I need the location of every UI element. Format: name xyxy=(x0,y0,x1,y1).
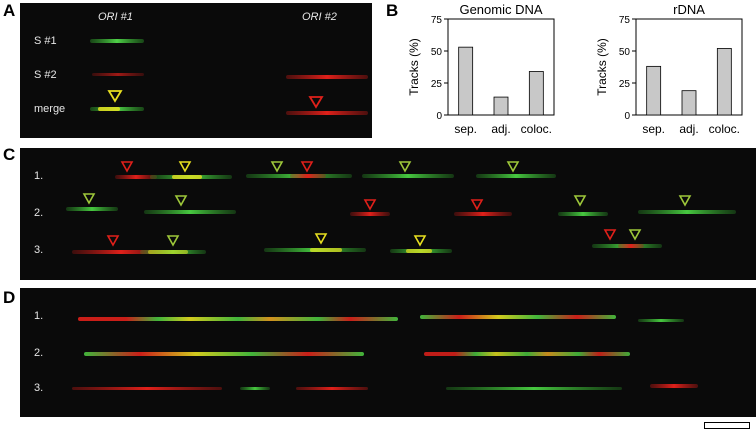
chart-title-0: Genomic DNA xyxy=(459,2,542,17)
ori1-label: ORI #1 xyxy=(98,11,133,23)
row-label-merge: merge xyxy=(34,103,66,115)
ylabel-1: Tracks (%) xyxy=(595,38,609,96)
triangle-red-a xyxy=(308,96,324,109)
bar-0-2 xyxy=(528,71,544,116)
panel-d-tracks xyxy=(72,315,698,390)
panel-label-d: D xyxy=(3,288,16,307)
bar-1-1 xyxy=(681,90,697,116)
xtick-label-1-2: coloc. xyxy=(709,122,740,136)
panel-label-c: C xyxy=(3,145,16,164)
panel-a-tracks xyxy=(90,39,368,115)
panel-d-micrograph: 1. 2. 3. xyxy=(20,288,756,417)
xtick-label-0-2: coloc. xyxy=(521,122,552,136)
track-s1-ori1 xyxy=(90,39,144,43)
ori2-label: ORI #2 xyxy=(302,11,337,23)
panel-b-charts: Genomic DNA 0 25 50 75 Tracks (%) sep. adj. colo… xyxy=(407,2,743,136)
panel-a-micrograph: ORI #1 ORI #2 S #1 S #2 merge xyxy=(20,3,372,138)
panel-label-b: B xyxy=(386,1,399,20)
d-row-label-2: 2. xyxy=(34,347,44,359)
panel-c-micrograph: 1. 2. 3. xyxy=(20,148,756,280)
ytick-label-0-1: 25 xyxy=(431,79,443,90)
track-merge-ori1-yellow xyxy=(98,107,120,111)
xtick-label-1-1: adj. xyxy=(679,122,698,136)
xtick-label-1-0: sep. xyxy=(642,122,665,136)
ytick-label-1-3: 75 xyxy=(619,15,631,26)
ytick-label-1-2: 50 xyxy=(619,47,631,58)
c-row-label-2: 2. xyxy=(34,207,44,219)
xtick-label-0-0: sep. xyxy=(454,122,477,136)
bar-0-0 xyxy=(458,46,474,116)
bar-1-0 xyxy=(646,65,662,116)
track-s2-ori1 xyxy=(92,73,144,76)
bar-1-2 xyxy=(716,48,732,116)
xtick-label-0-1: adj. xyxy=(491,122,510,136)
c-row-label-3: 3. xyxy=(34,244,44,256)
ytick-label-0-0: 0 xyxy=(436,111,442,122)
ytick-label-1-1: 25 xyxy=(619,79,631,90)
d-row-label-3: 3. xyxy=(34,382,44,394)
panel-c-tracks xyxy=(66,161,736,254)
ytick-label-0-2: 50 xyxy=(431,47,443,58)
ylabel-0: Tracks (%) xyxy=(407,38,421,96)
track-merge-ori2 xyxy=(286,111,368,115)
ytick-label-1-0: 0 xyxy=(624,111,630,122)
c-row-label-1: 1. xyxy=(34,170,44,182)
scale-bar xyxy=(704,422,750,429)
bar-0-1 xyxy=(493,96,509,116)
chart-title-1: rDNA xyxy=(673,2,705,17)
ytick-label-0-3: 75 xyxy=(431,15,443,26)
panel-label-a: A xyxy=(3,1,16,20)
track-s2-ori2 xyxy=(286,75,368,79)
row-label-s1: S #1 xyxy=(34,35,57,47)
triangle-yellow-a xyxy=(107,90,123,103)
d-row-label-1: 1. xyxy=(34,310,44,322)
row-label-s2: S #2 xyxy=(34,69,57,81)
